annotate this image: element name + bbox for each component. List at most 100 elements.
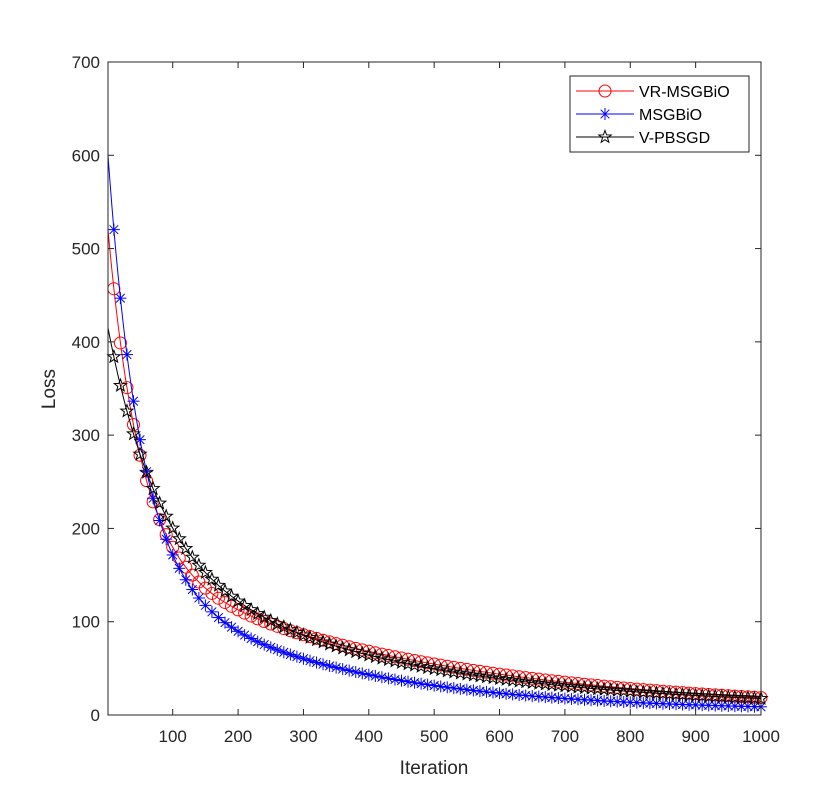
data-point	[106, 348, 122, 364]
data-point	[302, 629, 318, 644]
data-point	[526, 690, 539, 703]
data-point	[158, 508, 174, 523]
legend-marker	[599, 108, 611, 120]
data-point	[433, 662, 449, 677]
data-point	[354, 645, 370, 660]
y-tick-label: 700	[72, 53, 100, 72]
data-point	[282, 621, 298, 637]
data-point	[297, 652, 310, 665]
data-point	[153, 514, 166, 527]
data-point	[112, 377, 128, 393]
y-tick-label: 600	[72, 146, 100, 165]
data-point	[472, 668, 488, 683]
data-point	[237, 597, 253, 613]
data-point	[452, 665, 468, 680]
data-point	[192, 592, 205, 605]
data-point	[107, 223, 120, 236]
data-point	[289, 624, 305, 639]
data-point	[617, 695, 630, 708]
data-point	[426, 660, 442, 676]
legend: VR-MSGBiO MSGBiO V-PBSGD	[569, 75, 750, 153]
data-point	[374, 650, 390, 665]
series-layer	[106, 155, 769, 713]
data-point	[393, 654, 410, 670]
data-point	[238, 629, 251, 642]
data-point	[186, 583, 199, 596]
x-tick-label: 500	[420, 727, 448, 746]
legend-label: MSGBiO	[639, 107, 702, 124]
data-point	[165, 520, 181, 535]
data-point	[245, 632, 258, 645]
data-point	[335, 640, 351, 655]
data-point	[348, 643, 364, 659]
data-point	[487, 686, 500, 699]
data-point	[120, 348, 133, 361]
data-point	[434, 680, 447, 693]
data-point	[491, 670, 508, 686]
data-point	[460, 683, 473, 696]
data-point	[197, 564, 213, 580]
data-point	[532, 690, 545, 703]
legend-marker	[597, 129, 613, 144]
data-point	[263, 612, 279, 628]
data-point	[138, 464, 155, 479]
legend-label: V-PBSGD	[639, 130, 710, 147]
data-point	[126, 418, 140, 432]
data-point	[322, 636, 338, 651]
data-point	[643, 683, 657, 697]
data-point	[114, 292, 127, 305]
data-point	[387, 653, 403, 668]
x-tick-label: 800	[616, 727, 644, 746]
data-point	[185, 568, 199, 582]
data-point	[400, 656, 416, 671]
data-point	[500, 687, 513, 700]
y-tick-label: 300	[72, 426, 100, 445]
data-point	[441, 681, 454, 694]
data-point	[511, 673, 527, 688]
data-point	[218, 595, 232, 609]
x-tick-label: 200	[224, 727, 252, 746]
legend-label: VR-MSGBiO	[639, 84, 730, 101]
data-point	[624, 696, 637, 709]
data-point	[382, 672, 395, 685]
y-tick-label: 400	[72, 333, 100, 352]
data-point	[328, 638, 344, 653]
data-point	[446, 664, 462, 679]
data-point	[205, 586, 219, 600]
data-point	[284, 648, 297, 661]
data-point	[113, 336, 127, 350]
data-point	[217, 583, 233, 598]
data-point	[454, 682, 467, 695]
plot-area	[108, 62, 761, 715]
data-point	[467, 684, 480, 697]
data-point	[205, 605, 218, 618]
data-point	[506, 688, 519, 701]
x-tick-label: 400	[355, 727, 383, 746]
data-point	[413, 658, 429, 673]
data-point	[173, 562, 186, 575]
y-tick-label: 500	[72, 240, 100, 259]
data-point	[295, 627, 311, 642]
x-tick-label: 600	[485, 727, 513, 746]
series-v-pbsgd	[106, 327, 769, 705]
data-point	[211, 591, 225, 605]
data-point	[133, 448, 147, 462]
data-point	[649, 684, 663, 698]
data-point	[184, 549, 200, 564]
data-point	[420, 659, 436, 675]
data-point	[310, 656, 323, 669]
data-point	[498, 671, 514, 686]
data-point	[212, 611, 225, 624]
y-tick-label: 100	[72, 613, 100, 632]
y-axis-ticks: 0 100 200 300 400 500 600 700	[72, 53, 761, 725]
data-point	[127, 395, 140, 408]
data-point	[250, 605, 266, 621]
data-point	[132, 446, 148, 461]
data-point	[485, 669, 501, 685]
data-point	[243, 601, 259, 617]
data-point	[178, 540, 194, 555]
legend-entry: MSGBiO	[576, 107, 702, 124]
y-axis-label: Loss	[39, 369, 60, 409]
legend-entry: VR-MSGBiO	[576, 84, 730, 101]
